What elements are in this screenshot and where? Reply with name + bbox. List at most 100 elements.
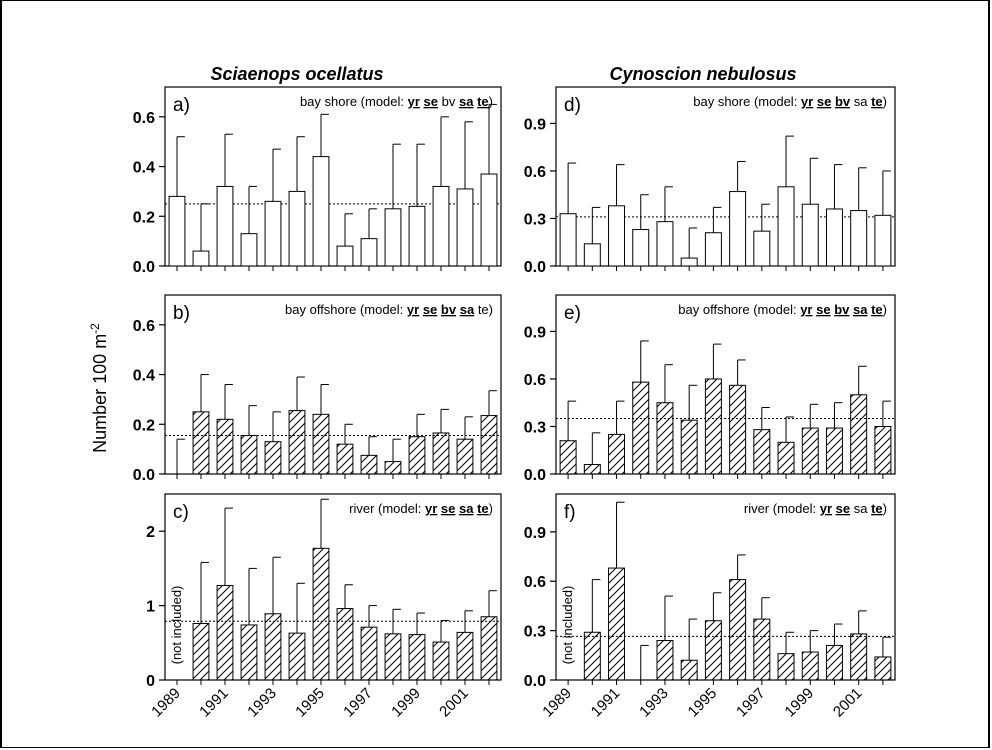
model-prefix: (model: [750, 94, 801, 109]
bar [168, 195, 186, 267]
bar [288, 410, 306, 475]
bar [680, 659, 698, 681]
model-prefix: (model: [357, 94, 408, 109]
model-term: yr [425, 501, 437, 516]
model-term: sa [460, 302, 475, 317]
bar [608, 205, 626, 267]
model-term: se [423, 302, 437, 317]
bar [753, 429, 771, 475]
bar [240, 233, 258, 267]
bar [704, 620, 722, 681]
bar [216, 418, 234, 475]
habitat-label: bay shore [693, 94, 750, 109]
y-axis-label-main: Number 100 m [90, 334, 110, 453]
bar [656, 221, 674, 267]
panel-letter: a) [173, 95, 190, 116]
model-term: se [836, 501, 850, 516]
bar [360, 454, 378, 475]
y-tick-label: 0.3 [524, 419, 546, 436]
bar [729, 384, 747, 475]
bar [192, 622, 210, 681]
bar [559, 440, 577, 475]
bar [312, 413, 330, 475]
model-term: bv [834, 302, 850, 317]
model-annotation: bay shore (model: yr se bv sa te) [693, 94, 887, 109]
model-term: yr [800, 302, 812, 317]
model-close-paren: ) [489, 302, 493, 317]
bar [312, 547, 330, 681]
bar [753, 618, 771, 681]
bar [192, 411, 210, 475]
bar [656, 639, 674, 681]
model-term: te [871, 302, 883, 317]
x-tick-label: 2001 [436, 685, 472, 721]
bar [264, 613, 282, 681]
model-annotation: river (model: yr se sa te) [349, 501, 493, 516]
y-tick-label: 0.6 [524, 164, 546, 181]
model-term: se [817, 94, 831, 109]
bar [408, 436, 426, 475]
x-tick-label: 1997 [733, 685, 769, 721]
bar [384, 633, 402, 681]
bar [432, 641, 450, 681]
model-close-paren: ) [489, 501, 493, 516]
panel-letter: f) [564, 502, 576, 523]
bar [480, 616, 498, 681]
model-term: sa [854, 501, 869, 516]
bar [632, 229, 650, 267]
y-tick-label: 1 [146, 599, 155, 616]
y-tick-label: 0.4 [133, 368, 155, 385]
bar [777, 441, 795, 475]
bar [680, 419, 698, 475]
model-annotation: bay shore (model: yr se bv sa te) [300, 94, 493, 109]
y-tick-label: 0.3 [524, 624, 546, 641]
model-term: sa [853, 302, 868, 317]
model-close-paren: ) [489, 94, 493, 109]
bar [608, 567, 626, 681]
habitat-label: river [744, 501, 770, 516]
bar [825, 644, 843, 681]
plot-frame [555, 493, 896, 681]
bar [384, 461, 402, 475]
model-term: te [871, 501, 883, 516]
x-tick-label: 2001 [830, 685, 866, 721]
bar [216, 185, 234, 267]
x-tick-label: 1989 [539, 685, 575, 721]
panel-b: 0.0 0.2 0.4 0.6 b) bay offshore (model: yr se… [133, 294, 502, 484]
y-tick-label: 0.9 [524, 324, 546, 341]
bar [874, 425, 892, 475]
y-axis-label: Number 100 m-2 [88, 323, 110, 453]
panel-a: 0.0 0.2 0.4 0.6 a) bay shore (model: yr se bv… [133, 86, 502, 276]
panel-f: 0.0 0.3 0.6 0.9 1989 1991 1993 1995 1997 1999 2001… [524, 493, 896, 721]
not-included-label: (not included) [169, 586, 184, 665]
model-close-paren: ) [883, 302, 887, 317]
habitat-label: river [349, 501, 375, 516]
model-term: se [441, 501, 455, 516]
model-close-paren: ) [883, 501, 887, 516]
y-tick-label: 0.0 [524, 467, 546, 484]
model-term: bv [441, 302, 457, 317]
bar [240, 434, 258, 475]
bar [408, 205, 426, 267]
bar [656, 402, 674, 475]
model-prefix: (model: [750, 302, 801, 317]
bar [729, 191, 747, 267]
model-term: se [816, 302, 830, 317]
bar [583, 631, 601, 681]
bar [801, 651, 819, 681]
habitat-label: bay shore [300, 94, 357, 109]
bar [240, 624, 258, 681]
bar [336, 608, 354, 681]
y-tick-label: 0.2 [133, 417, 155, 434]
y-tick-label: 0.6 [524, 372, 546, 389]
plot-frame [164, 86, 502, 267]
plot-frame [555, 294, 896, 475]
y-tick-label: 0.0 [524, 673, 546, 690]
model-term: bv [442, 94, 456, 109]
model-term: yr [408, 94, 420, 109]
bar [456, 631, 474, 681]
bar [456, 188, 474, 267]
bar [432, 185, 450, 267]
x-tick-label: 1999 [781, 685, 817, 721]
panel-letter: d) [564, 95, 581, 116]
